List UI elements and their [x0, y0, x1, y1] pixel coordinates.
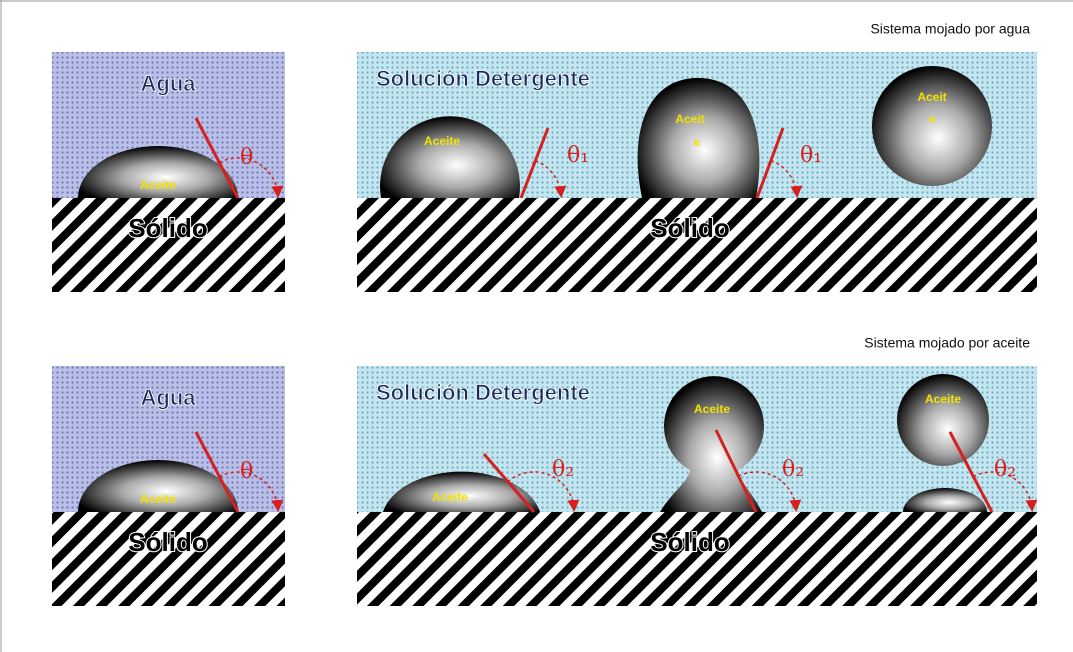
oil-label: Aceite	[424, 134, 460, 148]
row-caption: Sistema mojado por aceite	[864, 335, 1030, 351]
liquid-label: Agua	[141, 71, 197, 96]
oil-label: Aceit	[675, 112, 704, 126]
oil-drop	[897, 374, 989, 466]
solid-label: Sólido	[128, 527, 207, 557]
angle-label: θ₂	[994, 457, 1016, 482]
angle-label: θ	[240, 145, 253, 170]
liquid-label: Solución Detergente	[376, 66, 590, 91]
angle-label: θ₁	[800, 143, 822, 168]
liquid-label: Solución Detergente	[376, 380, 590, 405]
liquid-label: Agua	[141, 385, 197, 410]
figure: Sistema mojado por aguaAguaAceiteθSólido…	[0, 0, 1073, 652]
solid-label: Sólido	[128, 213, 207, 243]
angle-label: θ₂	[552, 457, 574, 482]
oil-label: Aceite	[925, 392, 961, 406]
oil-label: e	[929, 112, 936, 126]
oil-label: e	[694, 135, 701, 149]
angle-label: θ₂	[782, 457, 804, 482]
oil-drop	[660, 376, 764, 512]
angle-label: θ	[240, 459, 253, 484]
oil-label: Aceite	[432, 490, 468, 504]
oil-label: Aceite	[694, 402, 730, 416]
row-caption: Sistema mojado por agua	[870, 21, 1030, 37]
solid-label: Sólido	[650, 213, 729, 243]
oil-label: Aceite	[140, 492, 176, 506]
oil-label: Aceit	[917, 90, 946, 104]
oil-label: Aceite	[140, 178, 176, 192]
solid-label: Sólido	[650, 527, 729, 557]
angle-label: θ₁	[567, 143, 589, 168]
